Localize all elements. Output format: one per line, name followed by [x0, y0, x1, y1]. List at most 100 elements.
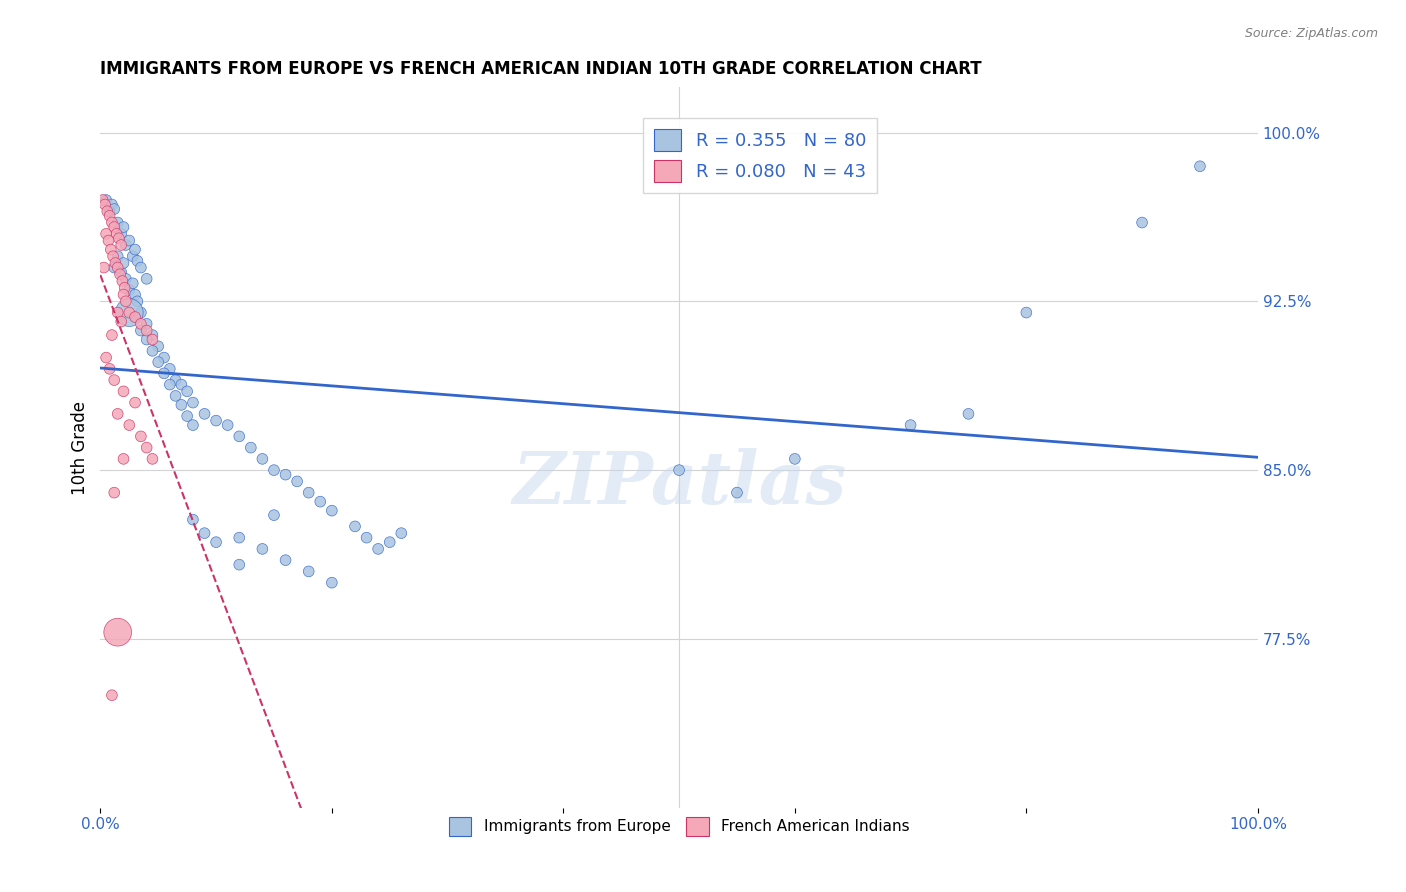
- Point: [135, 272, 157, 286]
- Point: [181, 513, 204, 527]
- Point: [389, 526, 412, 541]
- Point: [94, 351, 117, 365]
- Point: [107, 260, 129, 275]
- Point: [153, 367, 176, 381]
- Point: [107, 407, 129, 421]
- Point: [108, 268, 131, 282]
- Point: [356, 531, 378, 545]
- Point: [94, 193, 117, 207]
- Point: [193, 526, 215, 541]
- Point: [107, 249, 129, 263]
- Point: [98, 204, 121, 219]
- Point: [124, 310, 146, 324]
- Point: [98, 361, 121, 376]
- Point: [110, 238, 132, 252]
- Point: [298, 485, 321, 500]
- Point: [165, 389, 187, 403]
- Point: [957, 407, 980, 421]
- Point: [668, 463, 690, 477]
- Point: [121, 249, 143, 263]
- Point: [107, 215, 129, 229]
- Point: [1188, 159, 1211, 173]
- Point: [127, 253, 149, 268]
- Point: [321, 503, 343, 517]
- Point: [176, 384, 198, 399]
- Point: [135, 333, 157, 347]
- Point: [148, 355, 170, 369]
- Point: [148, 339, 170, 353]
- Point: [110, 265, 132, 279]
- Point: [108, 231, 131, 245]
- Point: [181, 395, 204, 409]
- Point: [170, 398, 193, 412]
- Point: [112, 287, 135, 301]
- Point: [263, 463, 285, 477]
- Point: [135, 317, 157, 331]
- Point: [228, 531, 250, 545]
- Point: [112, 256, 135, 270]
- Y-axis label: 10th Grade: 10th Grade: [72, 401, 89, 495]
- Point: [129, 260, 152, 275]
- Point: [98, 209, 121, 223]
- Point: [114, 294, 136, 309]
- Point: [110, 315, 132, 329]
- Point: [159, 361, 181, 376]
- Point: [110, 227, 132, 241]
- Point: [105, 227, 128, 241]
- Point: [783, 451, 806, 466]
- Point: [124, 243, 146, 257]
- Point: [114, 281, 136, 295]
- Point: [118, 283, 141, 297]
- Point: [91, 193, 114, 207]
- Point: [725, 485, 748, 500]
- Point: [101, 328, 124, 343]
- Point: [101, 249, 124, 263]
- Point: [112, 451, 135, 466]
- Text: ZIPatlas: ZIPatlas: [512, 448, 846, 519]
- Point: [124, 310, 146, 324]
- Point: [93, 260, 115, 275]
- Point: [103, 220, 125, 235]
- Point: [97, 234, 120, 248]
- Point: [274, 553, 297, 567]
- Point: [252, 451, 274, 466]
- Point: [101, 215, 124, 229]
- Point: [900, 418, 922, 433]
- Point: [129, 324, 152, 338]
- Point: [94, 197, 117, 211]
- Point: [129, 317, 152, 331]
- Point: [124, 287, 146, 301]
- Point: [103, 202, 125, 216]
- Point: [141, 328, 163, 343]
- Point: [153, 351, 176, 365]
- Point: [141, 343, 163, 358]
- Point: [118, 305, 141, 319]
- Point: [309, 494, 332, 508]
- Point: [114, 238, 136, 252]
- Point: [100, 243, 122, 257]
- Point: [103, 373, 125, 387]
- Point: [103, 485, 125, 500]
- Point: [107, 625, 129, 640]
- Point: [159, 377, 181, 392]
- Point: [343, 519, 366, 533]
- Text: Source: ZipAtlas.com: Source: ZipAtlas.com: [1244, 27, 1378, 40]
- Point: [118, 234, 141, 248]
- Point: [114, 272, 136, 286]
- Point: [107, 305, 129, 319]
- Point: [129, 429, 152, 443]
- Point: [181, 418, 204, 433]
- Point: [1130, 215, 1153, 229]
- Point: [96, 204, 118, 219]
- Point: [135, 324, 157, 338]
- Point: [285, 475, 308, 489]
- Point: [101, 688, 124, 702]
- Text: IMMIGRANTS FROM EUROPE VS FRENCH AMERICAN INDIAN 10TH GRADE CORRELATION CHART: IMMIGRANTS FROM EUROPE VS FRENCH AMERICA…: [100, 60, 981, 78]
- Point: [193, 407, 215, 421]
- Point: [321, 575, 343, 590]
- Point: [176, 409, 198, 423]
- Point: [112, 220, 135, 235]
- Point: [252, 541, 274, 556]
- Point: [101, 197, 124, 211]
- Point: [228, 429, 250, 443]
